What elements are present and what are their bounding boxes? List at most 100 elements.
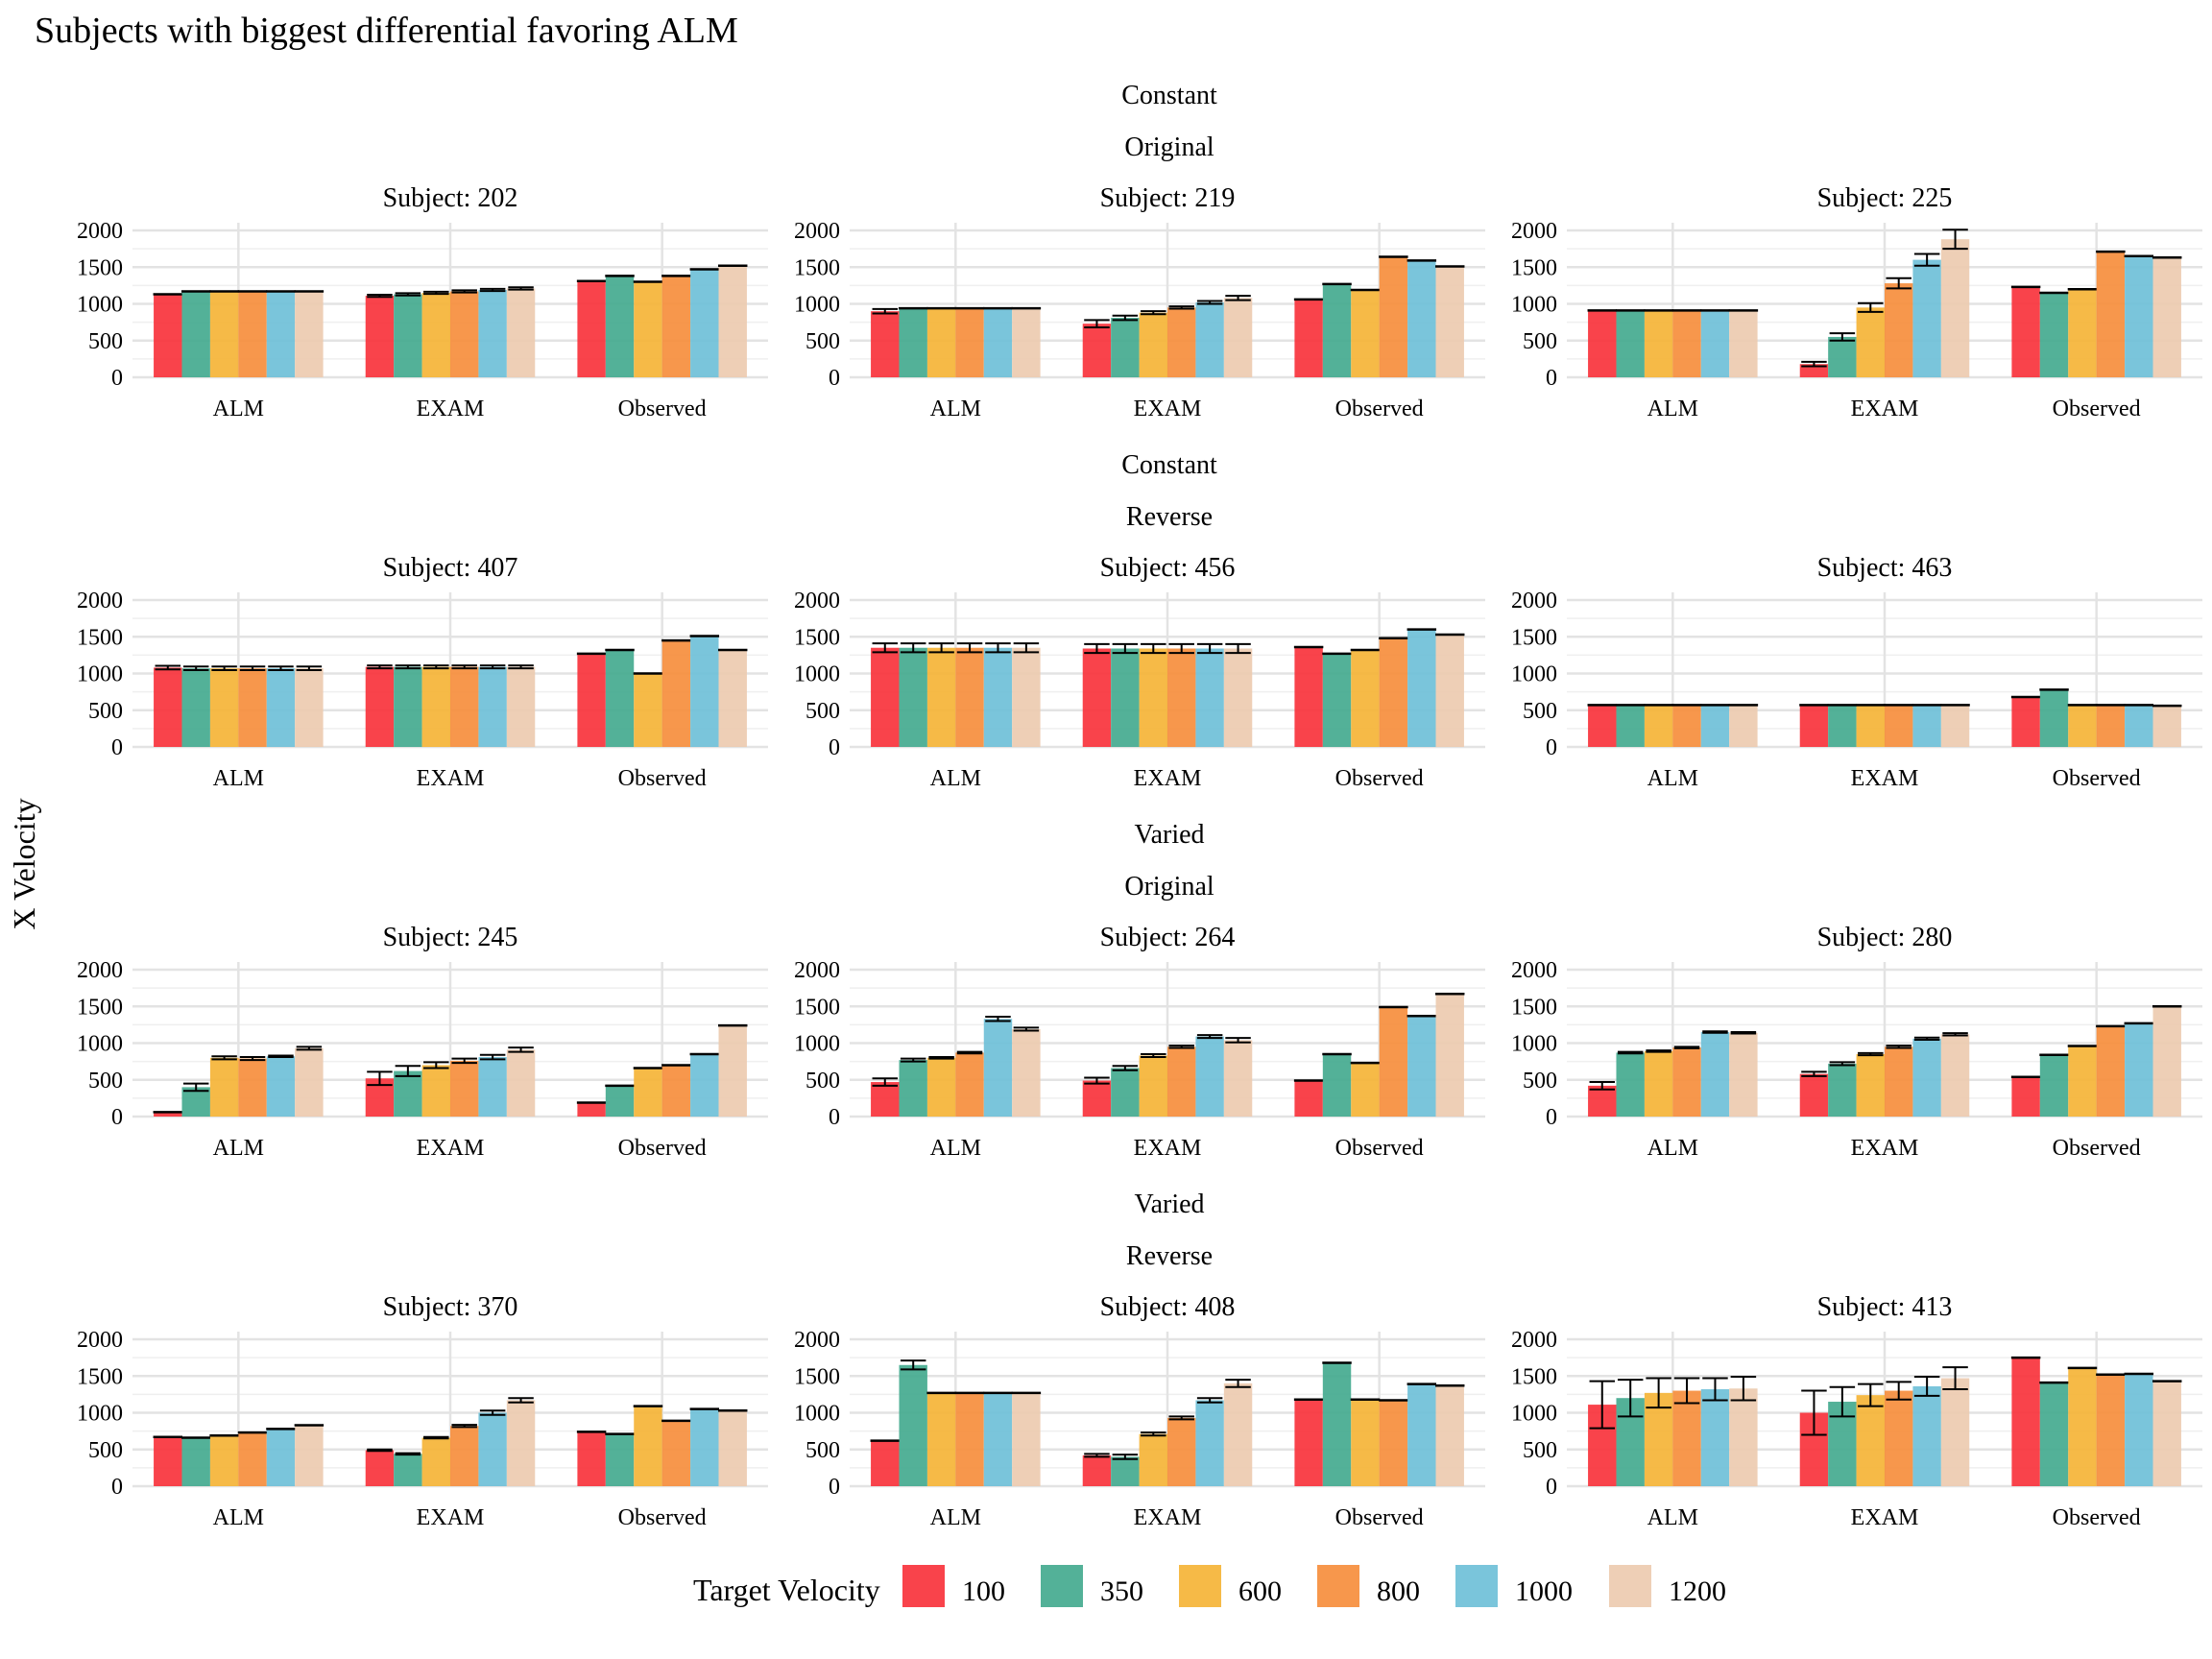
- bar: [478, 289, 507, 377]
- bar: [394, 666, 422, 747]
- bar: [1195, 648, 1224, 747]
- bar: [1294, 646, 1323, 747]
- bar: [394, 1454, 422, 1486]
- bar: [1912, 1038, 1941, 1117]
- bar: [955, 1052, 984, 1117]
- y-tick-label: 500: [1523, 1069, 1557, 1094]
- legend-label: 800: [1377, 1575, 1420, 1607]
- bar: [238, 1058, 267, 1117]
- group-header-line1: Varied: [1134, 820, 1204, 850]
- bar: [394, 294, 422, 377]
- y-tick-label: 1000: [794, 1032, 840, 1057]
- x-tick-label: Observed: [2053, 1136, 2141, 1161]
- bar: [2068, 1046, 2097, 1117]
- bar: [1700, 1389, 1730, 1486]
- bar: [2011, 1076, 2040, 1117]
- bar: [295, 1047, 324, 1117]
- x-tick-label: ALM: [930, 397, 981, 421]
- x-tick-label: EXAM: [417, 766, 485, 791]
- bar: [899, 308, 927, 377]
- bar: [577, 653, 606, 747]
- bar: [1616, 705, 1645, 747]
- bar: [2068, 1367, 2097, 1486]
- bar: [365, 1450, 395, 1486]
- bar: [1322, 1362, 1352, 1486]
- y-tick-label: 2000: [1511, 589, 1557, 613]
- bar: [926, 647, 956, 747]
- bar: [478, 1057, 507, 1117]
- x-tick-label: ALM: [213, 766, 264, 791]
- bar: [871, 1440, 900, 1486]
- bar: [181, 668, 210, 747]
- bar: [1111, 648, 1140, 747]
- panel-title: Subject: 245: [383, 923, 518, 952]
- y-tick-label: 1500: [794, 625, 840, 650]
- y-tick-label: 500: [88, 1438, 123, 1463]
- y-tick-label: 1000: [794, 1402, 840, 1427]
- panel: Subject: 280 0 500 1000 1500 2000 ALM EXAM Obser…: [1511, 923, 2202, 1161]
- bar: [1729, 1032, 1758, 1117]
- panel: Subject: 456 0 500 1000 1500 2000 ALM EXAM Obser…: [794, 553, 1485, 791]
- bar: [1700, 1032, 1730, 1117]
- bar: [1588, 310, 1617, 377]
- bar: [2011, 1358, 2040, 1486]
- bar: [1223, 298, 1253, 377]
- legend: Target Velocity 100 350 600 800 1000 1200: [693, 1565, 1726, 1607]
- bar: [983, 1392, 1013, 1486]
- panel-title: Subject: 408: [1100, 1292, 1236, 1322]
- bar: [1435, 634, 1464, 747]
- x-tick-label: Observed: [1335, 1136, 1424, 1161]
- bar: [154, 667, 182, 747]
- bar: [1322, 283, 1352, 377]
- bar: [690, 636, 719, 747]
- legend-swatch: [1455, 1565, 1498, 1607]
- panel: Subject: 202 0 500 1000 1500 2000 ALM EXAM Obser…: [77, 183, 768, 421]
- bar: [1729, 705, 1758, 747]
- x-tick-label: Observed: [2053, 766, 2141, 791]
- x-tick-label: ALM: [930, 766, 981, 791]
- x-tick-label: EXAM: [1851, 1136, 1919, 1161]
- y-tick-label: 500: [1523, 699, 1557, 724]
- bar: [1351, 650, 1380, 747]
- panel-title: Subject: 413: [1817, 1292, 1953, 1322]
- y-tick-label: 1000: [1511, 293, 1557, 318]
- bar: [605, 1085, 635, 1117]
- x-tick-label: ALM: [1647, 1505, 1698, 1530]
- bar: [1111, 1068, 1140, 1117]
- bar: [1111, 318, 1140, 377]
- bar: [634, 281, 662, 377]
- group-header-line1: Constant: [1121, 81, 1217, 110]
- bar: [154, 294, 182, 377]
- y-tick-label: 0: [1546, 735, 1557, 760]
- bar: [1856, 307, 1885, 377]
- x-tick-label: EXAM: [1134, 397, 1202, 421]
- y-tick-label: 1000: [1511, 1032, 1557, 1057]
- bar: [983, 1019, 1013, 1117]
- bar: [450, 666, 479, 747]
- bar: [871, 311, 900, 377]
- bar: [1111, 1456, 1140, 1486]
- bar: [1912, 259, 1941, 377]
- bar: [1885, 1390, 1913, 1486]
- bar: [506, 666, 536, 747]
- bar: [899, 1060, 927, 1117]
- y-tick-label: 2000: [794, 1328, 840, 1353]
- bar: [1082, 1455, 1112, 1486]
- bar: [1885, 1046, 1913, 1117]
- bar: [1351, 1063, 1380, 1117]
- bar: [1407, 1383, 1436, 1486]
- bar: [421, 666, 450, 747]
- bar: [899, 1364, 927, 1486]
- y-tick-label: 0: [1546, 366, 1557, 391]
- bar: [2096, 1025, 2126, 1117]
- legend-swatch: [1317, 1565, 1359, 1607]
- y-tick-label: 1000: [77, 1402, 123, 1427]
- group-header-line2: Original: [1124, 132, 1214, 162]
- y-tick-label: 2000: [77, 589, 123, 613]
- panel-title: Subject: 280: [1817, 923, 1953, 952]
- bar: [577, 280, 606, 377]
- bar: [1167, 1046, 1196, 1117]
- bar: [365, 666, 395, 747]
- bar: [2068, 705, 2097, 747]
- legend-title: Target Velocity: [693, 1573, 880, 1607]
